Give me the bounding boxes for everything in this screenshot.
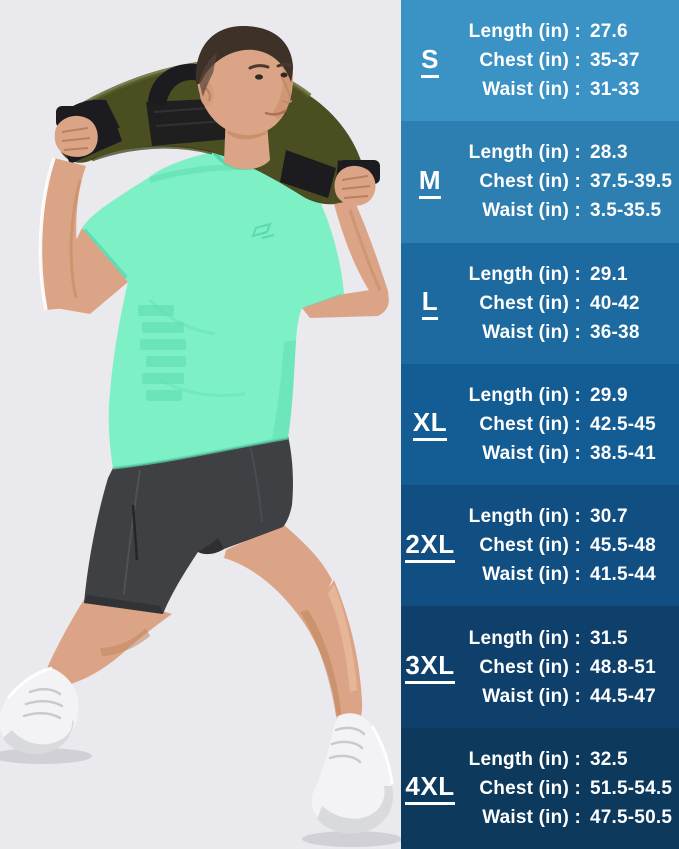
t-shirt: [82, 147, 344, 470]
shirt-watermark: [138, 305, 186, 401]
measurement-value: 3.5-35.5: [590, 200, 662, 222]
rear-sneaker: [311, 713, 394, 834]
measurement-label: Waist (in) :: [482, 564, 581, 586]
measurement-label: Chest (in) :: [479, 171, 581, 193]
measurement-label: Length (in) :: [468, 627, 581, 649]
measurement-value: 29.9: [590, 384, 628, 406]
measurement-label: Chest (in) :: [479, 50, 581, 72]
measurement-label: Chest (in) :: [479, 656, 581, 678]
measurement-value: 48.8-51: [590, 656, 656, 678]
measurement-row-length: Length (in) : 31.5: [459, 624, 677, 653]
head: [195, 26, 294, 170]
measurement-value: 30.7: [590, 506, 628, 528]
measurement-label: Length (in) :: [468, 506, 581, 528]
measurement-label: Chest (in) :: [479, 292, 581, 314]
measurement-value: 44.5-47: [590, 685, 656, 707]
size-block-s: S Length (in) : 27.6 Chest (in) : 35-37 Wa…: [401, 0, 679, 122]
front-sneaker: [0, 666, 79, 755]
size-block-4xl: 4XL Length (in) : 32.5 Chest (in) : 51.5-5…: [401, 727, 679, 849]
measurement-value: 41.5-44: [590, 564, 656, 586]
measurement-label: Chest (in) :: [479, 413, 581, 435]
measurement-value: 32.5: [590, 748, 628, 770]
measurement-label: Waist (in) :: [482, 321, 581, 343]
measurement-row-length: Length (in) : 30.7: [459, 502, 677, 531]
measurement-label: Length (in) :: [468, 384, 581, 406]
size-block-xl: XL Length (in) : 29.9 Chest (in) : 42.5-45…: [401, 363, 679, 486]
size-block-2xl: 2XL Length (in) : 30.7 Chest (in) : 45.5-4…: [401, 485, 679, 607]
measurement-value: 29.1: [590, 263, 628, 285]
measurement-row-chest: Chest (in) : 45.5-48: [459, 531, 677, 560]
size-label: 3XL: [401, 650, 459, 685]
measurement-row-chest: Chest (in) : 35-37: [459, 46, 677, 75]
measurement-row-chest: Chest (in) : 42.5-45: [459, 410, 677, 439]
measurement-value: 35-37: [590, 50, 640, 72]
front-leg: [46, 590, 172, 688]
measurement-value: 27.6: [590, 21, 628, 43]
rear-leg: [224, 524, 363, 726]
size-label: 4XL: [401, 771, 459, 806]
measurement-rows: Length (in) : 29.1 Chest (in) : 40-42 Wais…: [459, 260, 679, 347]
size-label: 2XL: [401, 529, 459, 563]
measurement-label: Length (in) :: [468, 263, 581, 285]
size-chart: S Length (in) : 27.6 Chest (in) : 35-37 Wa…: [401, 0, 679, 849]
measurement-value: 40-42: [590, 292, 640, 314]
measurement-label: Waist (in) :: [482, 200, 581, 222]
measurement-row-chest: Chest (in) : 40-42: [459, 289, 677, 318]
measurement-row-chest: Chest (in) : 51.5-54.5: [459, 774, 677, 803]
size-label: XL: [401, 407, 459, 442]
measurement-row-waist: Waist (in) : 31-33: [459, 75, 677, 104]
floor-shadows: [0, 748, 401, 847]
measurement-row-waist: Waist (in) : 38.5-41: [459, 439, 677, 468]
size-label: L: [401, 286, 459, 321]
model-photo: [0, 0, 401, 849]
size-label: M: [401, 165, 459, 199]
model-photo-illustration: [0, 0, 401, 849]
measurement-rows: Length (in) : 27.6 Chest (in) : 35-37 Wais…: [459, 17, 679, 104]
measurement-value: 28.3: [590, 142, 628, 164]
size-block-m: M Length (in) : 28.3 Chest (in) : 37.5-39.…: [401, 121, 679, 243]
size-block-l: L Length (in) : 29.1 Chest (in) : 40-42 Wa…: [401, 242, 679, 364]
measurement-row-length: Length (in) : 32.5: [459, 745, 677, 774]
measurement-value: 31.5: [590, 627, 628, 649]
measurement-label: Chest (in) :: [479, 535, 581, 557]
measurement-row-waist: Waist (in) : 47.5-50.5: [459, 803, 677, 832]
measurement-value: 37.5-39.5: [590, 171, 673, 193]
measurement-rows: Length (in) : 31.5 Chest (in) : 48.8-51 Wa…: [459, 624, 679, 711]
measurement-row-length: Length (in) : 29.1: [459, 260, 677, 289]
measurement-row-waist: Waist (in) : 41.5-44: [459, 560, 677, 589]
measurement-row-length: Length (in) : 29.9: [459, 381, 677, 410]
measurement-rows: Length (in) :28.3 Chest (in) :37.5-39.5 …: [459, 138, 679, 225]
measurement-label: Waist (in) :: [482, 806, 581, 828]
measurement-row-chest: Chest (in) : 37.5-39.5: [459, 167, 677, 196]
measurement-value: 38.5-41: [590, 442, 656, 464]
measurement-value: 51.5-54.5: [590, 777, 673, 799]
right-arm: [302, 160, 389, 318]
measurement-label: Waist (in) :: [482, 442, 581, 464]
size-label: S: [401, 44, 459, 78]
measurement-rows: Length (in) : 30.7 Chest (in) : 45.5-48 Wa…: [459, 502, 679, 589]
measurement-value: 36-38: [590, 321, 640, 343]
measurement-row-length: Length (in) : 27.6: [459, 17, 677, 46]
measurement-value: 42.5-45: [590, 413, 656, 435]
measurement-row-waist: Waist (in) : 44.5-47: [459, 682, 677, 711]
measurement-row-chest: Chest (in) : 48.8-51: [459, 653, 677, 682]
measurement-label: Chest (in) :: [479, 777, 581, 799]
measurement-label: Length (in) :: [468, 21, 581, 43]
measurement-row-waist: Waist (in) : 3.5-35.5: [459, 196, 677, 225]
measurement-label: Length (in) :: [468, 142, 581, 164]
measurement-label: Length (in) :: [468, 748, 581, 770]
measurement-rows: Length (in) : 29.9 Chest (in) : 42.5-45 Wa…: [459, 381, 679, 468]
measurement-value: 45.5-48: [590, 535, 656, 557]
measurement-value: 31-33: [590, 79, 640, 101]
measurement-rows: Length (in) :32.5 Chest (in) :51.5-54.5 …: [459, 745, 679, 832]
measurement-row-length: Length (in) : 28.3: [459, 138, 677, 167]
measurement-label: Waist (in) :: [482, 685, 581, 707]
left-arm: [38, 106, 128, 314]
measurement-row-waist: Waist (in) : 36-38: [459, 318, 677, 347]
size-block-3xl: 3XL Length (in) : 31.5 Chest (in) : 48.8-5…: [401, 606, 679, 728]
measurement-label: Waist (in) :: [482, 79, 581, 101]
measurement-value: 47.5-50.5: [590, 806, 673, 828]
